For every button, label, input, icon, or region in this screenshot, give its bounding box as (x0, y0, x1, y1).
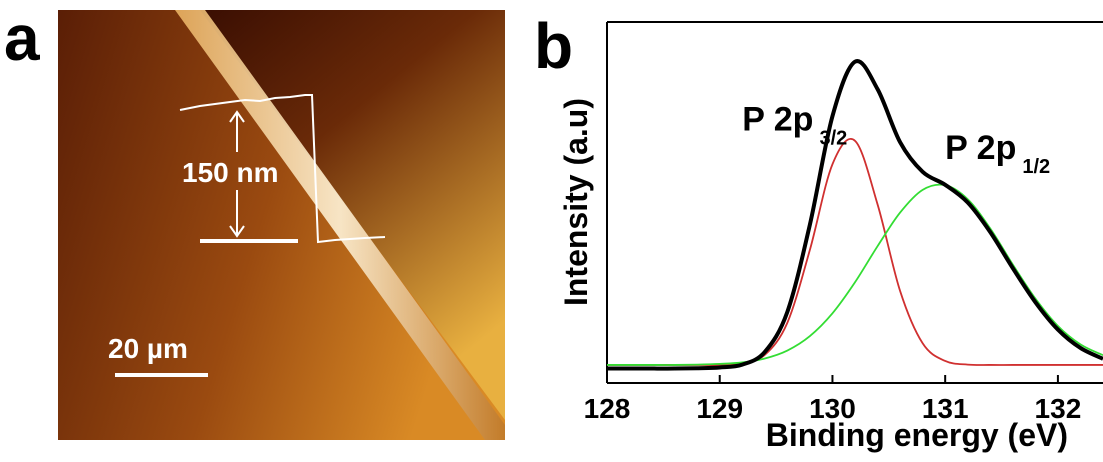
height-profile (179, 94, 386, 244)
annotation-text: P 2p (742, 100, 813, 138)
arrow-head (229, 110, 245, 123)
panel-label: b (534, 10, 573, 82)
y-axis-label: Intensity (a.u) (558, 98, 594, 306)
annotation: P 2p 1/2 (945, 129, 1050, 178)
x-tick-label: 132 (1035, 393, 1082, 424)
annotation-text: P 2p (945, 129, 1016, 167)
x-tick-label: 130 (809, 393, 856, 424)
afm-image: 150 nm 20 µm (58, 10, 505, 440)
afm-step-edge (175, 10, 505, 440)
line-series (607, 59, 1103, 371)
arrow-head (229, 225, 245, 238)
annotation: P 2p 3/2 (742, 100, 847, 149)
line-series (607, 183, 1103, 366)
scale-label: 20 µm (108, 333, 188, 364)
x-tick-label: 131 (922, 393, 969, 424)
annotation-subscript: 1/2 (1022, 156, 1050, 178)
x-tick-label: 129 (696, 393, 743, 424)
x-axis-label: Binding energy (eV) (766, 417, 1068, 453)
height-label: 150 nm (182, 157, 279, 188)
panel-label: a (4, 2, 40, 74)
x-tick-label: 128 (584, 393, 631, 424)
annotation-subscript: 3/2 (819, 127, 847, 149)
